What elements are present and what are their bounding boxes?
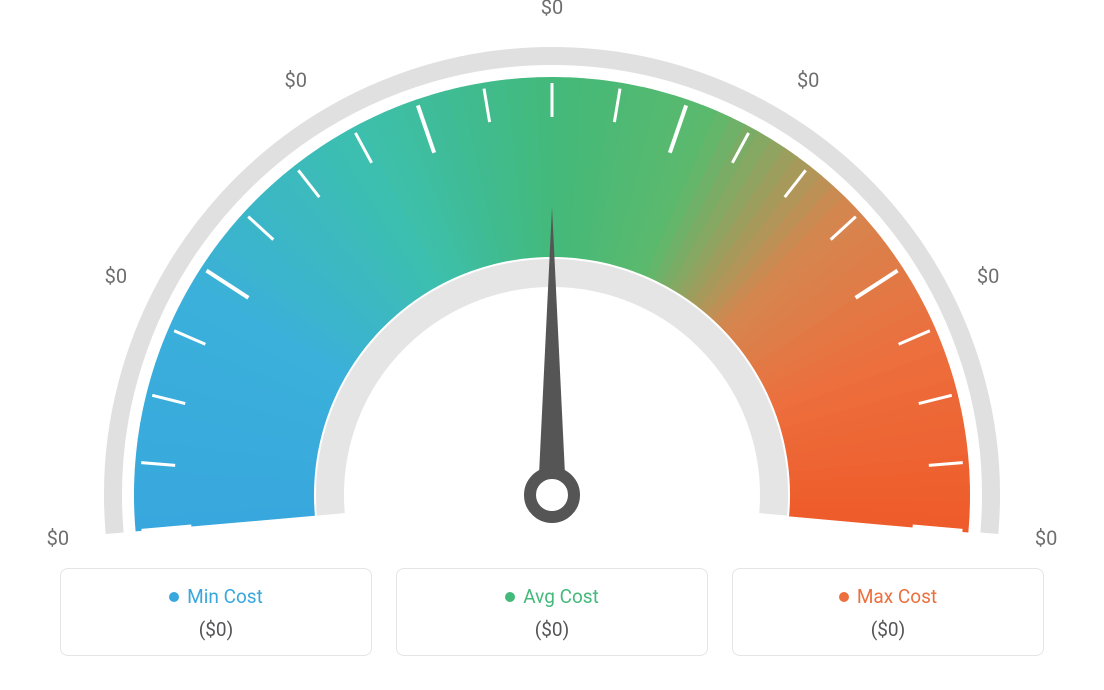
gauge-svg [0,0,1104,560]
legend-label: Max Cost [857,585,937,608]
legend-head: Max Cost [839,585,937,608]
legend-card-max: Max Cost ($0) [732,568,1044,656]
legend-value: ($0) [745,618,1031,641]
legend-head: Avg Cost [505,585,599,608]
cost-gauge: $0 $0 $0 $0 $0 $0 $0 [0,0,1104,560]
gauge-scale-label: $0 [285,68,307,92]
legend-row: Min Cost ($0) Avg Cost ($0) Max Cost ($0) [0,568,1104,656]
legend-card-min: Min Cost ($0) [60,568,372,656]
legend-label: Min Cost [187,585,263,608]
gauge-needle-hub [530,473,574,517]
legend-label: Avg Cost [523,585,599,608]
gauge-scale-label: $0 [1035,526,1057,550]
legend-value: ($0) [409,618,695,641]
gauge-scale-label: $0 [541,0,563,19]
legend-card-avg: Avg Cost ($0) [396,568,708,656]
gauge-scale-label: $0 [47,526,69,550]
legend-dot-icon [505,592,515,602]
gauge-scale-label: $0 [105,264,127,288]
legend-dot-icon [839,592,849,602]
gauge-scale-label: $0 [977,264,999,288]
legend-head: Min Cost [169,585,263,608]
legend-dot-icon [169,592,179,602]
gauge-scale-label: $0 [797,68,819,92]
legend-value: ($0) [73,618,359,641]
